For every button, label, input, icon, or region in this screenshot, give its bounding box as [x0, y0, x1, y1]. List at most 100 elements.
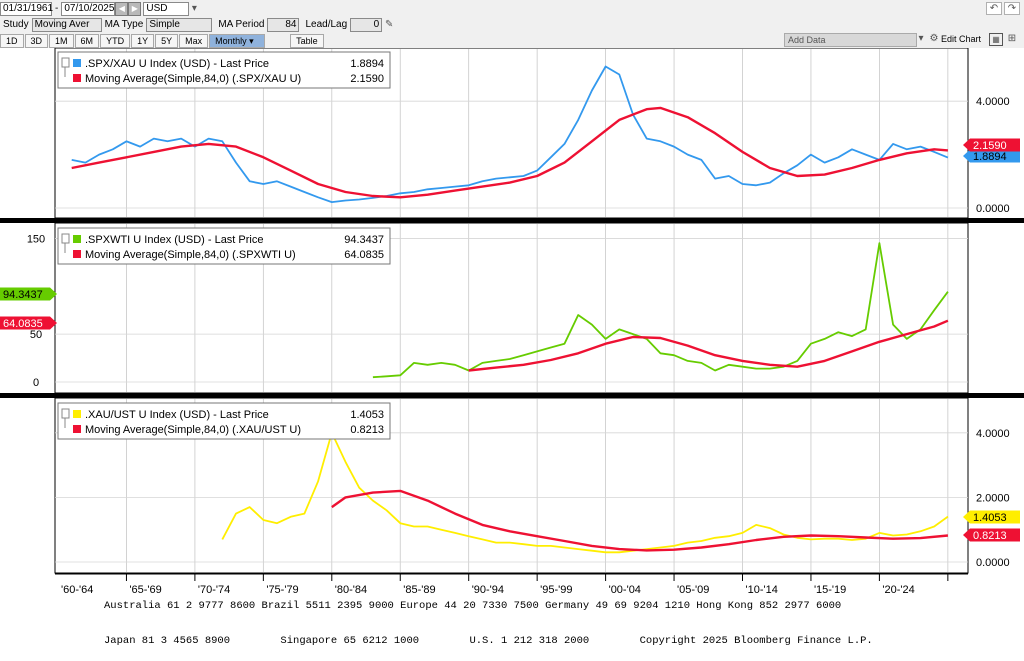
legend-last-value: 94.3437: [344, 234, 384, 246]
add-data-input[interactable]: Add Data: [784, 33, 917, 47]
start-date-input[interactable]: 01/31/1961: [0, 1, 53, 16]
panel-3-last-value-tag: [963, 510, 1020, 524]
currency-select[interactable]: USD: [143, 1, 190, 16]
x-tick-label: '90-'94: [472, 584, 504, 596]
x-tick-label: '70-'74: [198, 584, 230, 596]
study-select[interactable]: Moving Aver: [31, 17, 102, 32]
period-button-6m[interactable]: 6M: [74, 33, 100, 48]
legend-swatch: [73, 235, 81, 243]
panel-2-ma-line: [468, 319, 949, 372]
y-tick-label: 2.0000: [976, 492, 1010, 504]
table-button[interactable]: Table: [290, 33, 324, 48]
x-tick-label: '95-'99: [540, 584, 572, 596]
panel-1-last-value-tag: [963, 138, 1020, 152]
panel-1-price-line: [71, 65, 949, 203]
x-tick-label: '75-'79: [266, 584, 298, 596]
lead-lag-input[interactable]: 0: [350, 17, 383, 32]
period-button-1m[interactable]: 1M: [49, 33, 74, 48]
legend-series-name: .XAU/UST U Index (USD) - Last Price: [85, 409, 269, 421]
wrench-icon[interactable]: ⚙: [929, 33, 939, 44]
footer-contacts-line2: Japan 81 3 4565 8900 Singapore 65 6212 1…: [104, 635, 873, 647]
x-tick-label: '85-'89: [403, 584, 435, 596]
period-buttons: 1D 3D 1M 6M YTD 1Y 5Y Max: [0, 33, 209, 48]
panel-1-legend: .SPX/XAU U Index (USD) - Last Price 1.889…: [57, 51, 391, 89]
period-button-3d[interactable]: 3D: [24, 33, 49, 48]
study-label: Study: [3, 19, 29, 30]
legend-swatch: [73, 425, 81, 433]
date-range-row: 01/31/1961 - 07/10/2025 ◀ ▶ USD ▾: [0, 1, 199, 16]
legend-last-value: 1.8894: [350, 58, 384, 70]
undo-icon[interactable]: ↶: [986, 2, 1002, 15]
ma-period-input[interactable]: 84: [267, 17, 300, 32]
legend-swatch: [73, 59, 81, 67]
period-button-1d[interactable]: 1D: [0, 33, 24, 48]
panel-3-price-line: [221, 431, 949, 554]
end-date-input[interactable]: 07/10/2025: [61, 1, 116, 16]
x-tick-label: '80-'84: [335, 584, 367, 596]
legend-last-value: 64.0835: [344, 249, 384, 261]
pencil-icon[interactable]: ✎: [384, 19, 394, 30]
panel-1-ma-line: [71, 106, 948, 199]
panel-3-last-value-label: 0.8213: [973, 530, 1007, 542]
ma-type-select[interactable]: Simple: [146, 17, 213, 32]
date-separator: -: [55, 3, 59, 14]
panel-2-last-value-tag: [0, 287, 57, 301]
study-row: Study Moving Aver MA Type Simple MA Peri…: [0, 17, 396, 32]
legend-series-name: .SPXWTI U Index (USD) - Last Price: [85, 234, 263, 246]
legend-box: [57, 227, 391, 265]
legend-swatch: [73, 250, 81, 258]
period-row: 1D 3D 1M 6M YTD 1Y 5Y Max Monthly ▾ Table: [0, 33, 325, 48]
x-tick-label: '65-'69: [129, 584, 161, 596]
period-button-1y[interactable]: 1Y: [131, 33, 155, 48]
legend-series-name: Moving Average(Simple,84,0) (.SPXWTI U): [85, 249, 296, 261]
panel-3-last-value-label: 1.4053: [973, 512, 1007, 524]
legend-box: [57, 402, 391, 440]
x-tick-label: '60-'64: [61, 584, 93, 596]
prev-arrow-icon[interactable]: ◀: [115, 1, 129, 16]
export-icon[interactable]: ⊞: [1007, 33, 1017, 44]
ma-type-label: MA Type: [104, 19, 144, 30]
legend-swatch: [73, 74, 81, 82]
panel-3-legend: .XAU/UST U Index (USD) - Last Price 1.405…: [57, 402, 391, 440]
chart-settings-icon[interactable]: ▦: [989, 33, 1003, 46]
legend-box: [57, 51, 391, 89]
x-tick-label: '10-'14: [746, 584, 778, 596]
next-arrow-icon[interactable]: ▶: [128, 1, 142, 16]
chart-canvas: '60-'64 '65-'69 '70-'74 '75-'79 '80-'84 '85-'…: [0, 48, 1024, 596]
legend-series-name: .SPX/XAU U Index (USD) - Last Price: [85, 58, 269, 70]
y-tick-label: 0: [33, 377, 39, 389]
panel-2-last-value-label: 64.0835: [3, 318, 43, 330]
legend-last-value: 0.8213: [350, 424, 384, 436]
lead-lag-label: Lead/Lag: [305, 19, 348, 30]
y-tick-label: 0.0000: [976, 203, 1010, 215]
y-tick-label: 4.0000: [976, 428, 1010, 440]
panel-1-last-value-tag: [963, 149, 1020, 163]
panel-separator-2: [0, 393, 1024, 398]
panel-separator-1: [0, 218, 1024, 223]
legend-series-name: Moving Average(Simple,84,0) (.SPX/XAU U): [85, 73, 301, 85]
panel-3-ma-line: [331, 489, 949, 552]
panel-1-last-value-label: 2.1590: [973, 140, 1007, 152]
period-button-5y[interactable]: 5Y: [155, 33, 179, 48]
legend-swatch: [73, 410, 81, 418]
add-data-dropdown-icon[interactable]: ▾: [918, 33, 924, 44]
legend-last-value: 2.1590: [350, 73, 384, 85]
panel-2-last-value-label: 94.3437: [3, 289, 43, 301]
y-tick-label: 50: [30, 329, 42, 341]
y-tick-label: 4.0000: [976, 96, 1010, 108]
panel-3-last-value-tag: [963, 528, 1020, 542]
panel-1-last-value-label: 1.8894: [973, 151, 1007, 163]
x-tick-label: '00-'04: [609, 584, 641, 596]
redo-icon[interactable]: ↷: [1004, 2, 1020, 15]
ma-period-label: MA Period: [218, 19, 265, 30]
currency-dropdown-icon[interactable]: ▾: [191, 3, 197, 14]
period-button-max[interactable]: Max: [179, 33, 209, 48]
x-tick-label: '15-'19: [814, 584, 846, 596]
chart-toolbar: 01/31/1961 - 07/10/2025 ◀ ▶ USD ▾ ↶ ↷ St…: [0, 0, 1024, 48]
panel-2-legend: .SPXWTI U Index (USD) - Last Price 94.343…: [57, 227, 391, 265]
frequency-select[interactable]: Monthly ▾: [209, 33, 266, 48]
edit-chart-button[interactable]: Edit Chart: [941, 34, 982, 44]
x-tick-label: '20-'24: [882, 584, 914, 596]
period-button-ytd[interactable]: YTD: [100, 33, 131, 48]
frequency-label: Monthly: [215, 35, 247, 46]
